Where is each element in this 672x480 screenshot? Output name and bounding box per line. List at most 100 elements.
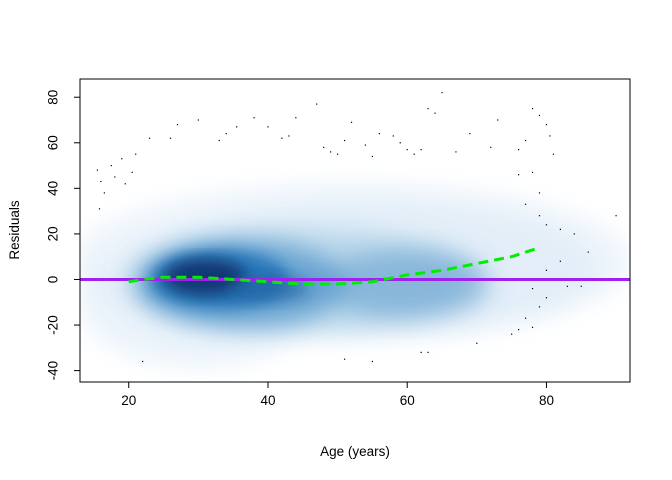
- y-tick-label: 60: [46, 135, 61, 150]
- y-tick-label: 40: [46, 181, 61, 196]
- outlier-point: [149, 137, 151, 139]
- outlier-point: [267, 126, 269, 128]
- y-tick-label: 20: [46, 226, 61, 241]
- x-tick-label: 40: [260, 393, 275, 408]
- plot-area: [80, 92, 630, 367]
- outlier-point: [538, 114, 541, 117]
- x-tick-label: 60: [400, 393, 415, 408]
- x-tick-label: 20: [121, 393, 136, 408]
- outlier-point: [455, 151, 457, 153]
- outlier-point: [511, 333, 513, 335]
- outlier-point: [330, 151, 332, 153]
- outlier-point: [399, 142, 401, 144]
- outlier-point: [392, 135, 394, 137]
- outlier-point: [545, 123, 548, 126]
- x-tick-label: 80: [539, 393, 554, 408]
- outlier-point: [323, 146, 325, 148]
- outlier-point: [441, 92, 443, 94]
- outlier-point: [135, 153, 137, 155]
- outlier-point: [100, 180, 102, 183]
- outlier-point: [518, 329, 520, 331]
- outlier-point: [476, 342, 478, 344]
- outlier-point: [169, 137, 172, 139]
- outlier-point: [427, 351, 429, 353]
- density-cloud: [80, 183, 630, 367]
- outlier-point: [131, 171, 133, 174]
- outlier-point: [427, 108, 429, 110]
- outlier-point: [566, 285, 568, 287]
- outlier-point: [490, 146, 492, 148]
- outlier-point: [549, 135, 551, 137]
- outlier-point: [197, 119, 199, 121]
- outlier-point: [350, 121, 353, 123]
- outlier-point: [545, 224, 548, 226]
- outlier-point: [218, 139, 220, 142]
- outlier-point: [538, 192, 541, 194]
- outlier-point: [545, 269, 548, 271]
- outlier-point: [288, 135, 290, 137]
- outlier-point: [281, 137, 283, 139]
- x-axis: 20 40 60 80: [121, 382, 554, 408]
- outlier-point: [343, 139, 346, 142]
- outlier-point: [236, 126, 238, 128]
- outlier-point: [434, 112, 436, 114]
- outlier-point: [295, 117, 297, 119]
- outlier-point: [615, 215, 617, 217]
- outlier-point: [531, 326, 534, 328]
- outlier-point: [124, 183, 126, 185]
- y-axis: -40 -20 0 20 40 60 80: [46, 90, 80, 381]
- outlier-point: [552, 153, 555, 155]
- outlier-point: [580, 285, 582, 287]
- outlier-point: [316, 103, 318, 105]
- outlier-point: [121, 158, 123, 160]
- outlier-point: [587, 251, 589, 253]
- outlier-point: [98, 208, 101, 210]
- outlier-point: [176, 123, 179, 126]
- outlier-point: [518, 174, 520, 176]
- outlier-point: [531, 287, 534, 290]
- y-tick-label: -20: [46, 315, 61, 335]
- outlier-point: [103, 192, 105, 194]
- outlier-point: [531, 171, 534, 174]
- x-axis-label: Age (years): [320, 444, 390, 459]
- outlier-point: [531, 108, 534, 110]
- outlier-points: [96, 92, 617, 363]
- outlier-point: [545, 297, 548, 299]
- outlier-point: [142, 360, 144, 363]
- outlier-point: [378, 133, 380, 135]
- y-tick-label: 80: [46, 90, 61, 105]
- density-blob-7: [163, 258, 248, 296]
- outlier-point: [371, 155, 374, 158]
- plot-frame: [79, 78, 631, 383]
- outlier-point: [559, 228, 561, 230]
- outlier-point: [253, 117, 255, 119]
- outlier-point: [518, 149, 520, 151]
- y-tick-label: -40: [46, 361, 61, 381]
- outlier-point: [524, 139, 527, 142]
- outlier-point: [406, 149, 408, 151]
- y-axis-label: Residuals: [7, 200, 22, 260]
- outlier-point: [469, 133, 471, 135]
- outlier-point: [413, 153, 415, 155]
- outlier-point: [225, 133, 227, 135]
- outlier-point: [364, 144, 367, 146]
- outlier-point: [524, 203, 527, 205]
- outlier-point: [343, 358, 346, 360]
- outlier-point: [336, 153, 339, 155]
- outlier-point: [524, 317, 527, 319]
- outlier-point: [420, 351, 422, 353]
- y-tick-label: 0: [46, 276, 61, 284]
- outlier-point: [538, 306, 541, 308]
- density-blob-5: [323, 249, 491, 319]
- outlier-point: [497, 119, 499, 121]
- smooth-curve: [128, 246, 540, 286]
- outlier-point: [559, 260, 561, 262]
- outlier-point: [573, 233, 575, 235]
- outlier-point: [114, 176, 116, 178]
- outlier-point: [96, 169, 99, 171]
- outlier-point: [110, 164, 112, 167]
- outlier-point: [371, 360, 374, 363]
- outlier-point: [538, 215, 541, 217]
- outlier-point: [420, 149, 422, 151]
